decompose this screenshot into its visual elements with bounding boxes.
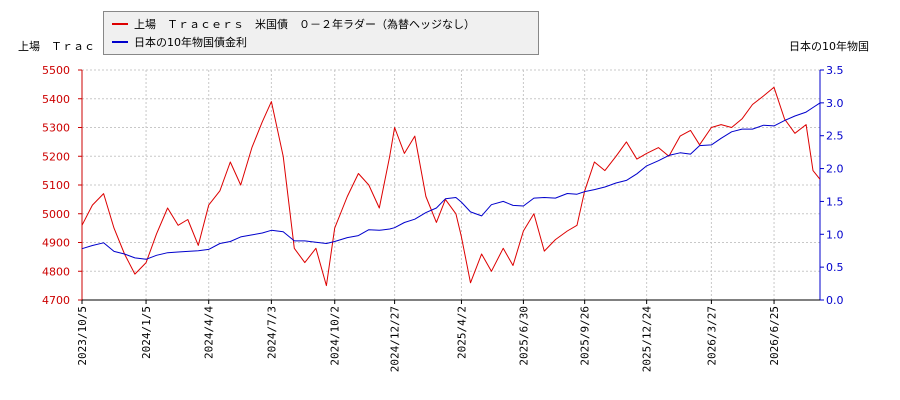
left-tick-label: 5500 (42, 64, 70, 77)
x-tick-label: 2024/12/27 (389, 306, 402, 372)
right-tick-label: 0.5 (826, 261, 844, 274)
right-tick-label: 3.0 (826, 97, 844, 110)
right-tick-label: 0.0 (826, 294, 844, 307)
legend-swatch-tracers (112, 23, 128, 25)
x-tick-label: 2024/7/3 (265, 306, 278, 359)
x-tick-label: 2024/10/2 (329, 306, 342, 366)
legend-label-tracers: 上場 Ｔｒａｃｅｒｓ 米国債 ０－２年ラダー（為替ヘッジなし） (134, 18, 475, 31)
left-tick-label: 5300 (42, 122, 70, 135)
x-tick-label: 2024/1/5 (140, 306, 153, 359)
right-tick-label: 3.5 (826, 64, 844, 77)
legend-label-jgb: 日本の10年物国債金利 (134, 36, 247, 49)
left-axis-title: 上場 Ｔｒａｃ (18, 40, 95, 53)
x-tick-label: 2025/4/2 (455, 306, 468, 359)
right-tick-label: 2.0 (826, 163, 844, 176)
legend-swatch-jgb (112, 41, 128, 43)
left-tick-label: 5200 (42, 150, 70, 163)
left-tick-label: 5100 (42, 179, 70, 192)
x-tick-label: 2025/6/30 (517, 306, 530, 366)
series-line-tracers (81, 86, 821, 287)
left-tick-label: 4700 (42, 294, 70, 307)
left-tick-label: 4800 (42, 265, 70, 278)
right-tick-label: 2.5 (826, 130, 844, 143)
left-tick-label: 4900 (42, 237, 70, 250)
x-tick-label: 2024/4/4 (203, 306, 216, 359)
x-tick-label: 2023/10/5 (76, 306, 89, 366)
right-axis-title: 日本の10年物国 (789, 40, 869, 53)
legend: 上場 Ｔｒａｃｅｒｓ 米国債 ０－２年ラダー（為替ヘッジなし） 日本の10年物国… (103, 11, 539, 55)
legend-item-tracers: 上場 Ｔｒａｃｅｒｓ 米国債 ０－２年ラダー（為替ヘッジなし） (112, 16, 475, 32)
left-tick-label: 5400 (42, 93, 70, 106)
right-tick-label: 1.0 (826, 228, 844, 241)
series-line-jgb-yield (81, 102, 821, 260)
x-tick-label: 2025/9/26 (579, 306, 592, 366)
legend-item-jgb: 日本の10年物国債金利 (112, 34, 247, 50)
x-tick-label: 2025/12/24 (641, 306, 654, 373)
right-tick-label: 1.5 (826, 195, 844, 208)
x-tick-label: 2026/3/27 (705, 306, 718, 366)
left-tick-label: 5000 (42, 208, 70, 221)
x-tick-label: 2026/6/25 (768, 306, 781, 366)
